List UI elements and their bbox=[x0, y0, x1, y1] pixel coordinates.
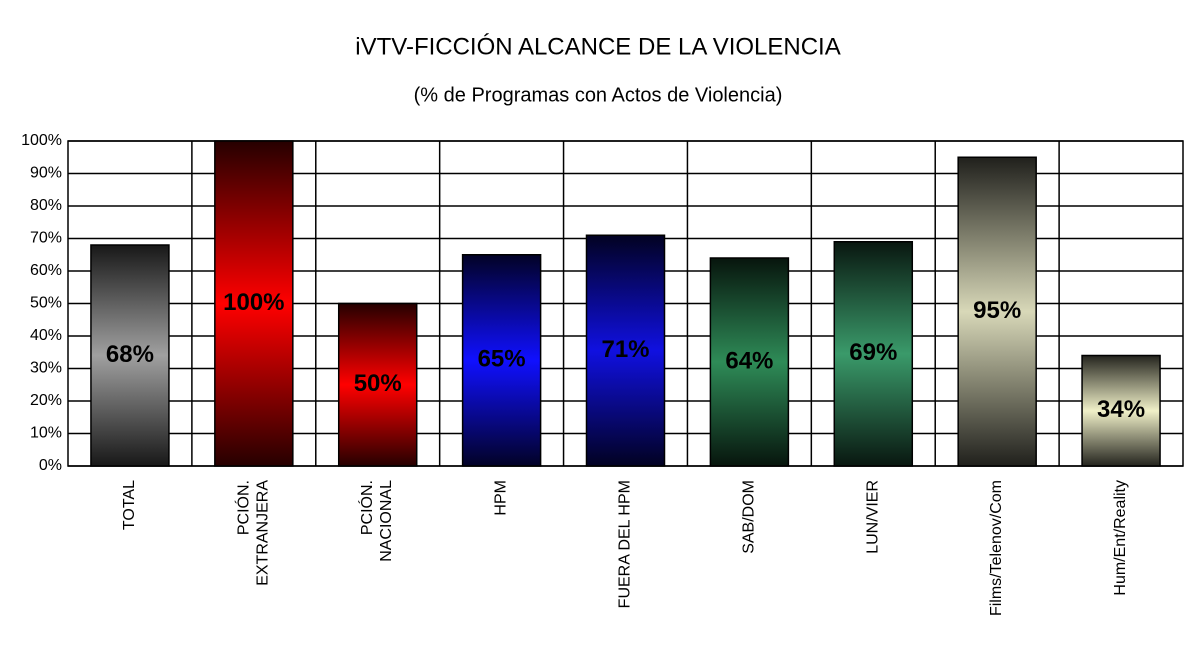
bar bbox=[337, 302, 418, 467]
y-tick-label: 40% bbox=[30, 327, 62, 344]
bar bbox=[833, 241, 914, 467]
data-label: 71% bbox=[601, 336, 649, 363]
x-tick-label: PCIÓN. EXTRANJERA bbox=[234, 480, 272, 586]
x-tick-label: SAB/DOM bbox=[741, 480, 758, 554]
x-tick-label: HPM bbox=[493, 480, 510, 516]
data-label: 95% bbox=[973, 297, 1021, 324]
x-tick-label: TOTAL bbox=[121, 480, 138, 530]
data-label: 34% bbox=[1097, 396, 1145, 423]
bar bbox=[957, 156, 1037, 467]
data-label: 68% bbox=[106, 341, 154, 368]
y-tick-label: 60% bbox=[30, 262, 62, 279]
chart-subtitle: (% de Programas con Actos de Violencia) bbox=[414, 84, 783, 106]
y-tick-label: 10% bbox=[30, 425, 62, 442]
data-label: 50% bbox=[354, 370, 402, 397]
y-tick-label: 90% bbox=[30, 165, 62, 182]
bar bbox=[90, 244, 170, 467]
data-label: 69% bbox=[849, 339, 897, 366]
bar bbox=[461, 254, 542, 467]
data-label: 100% bbox=[223, 289, 284, 316]
y-tick-label: 0% bbox=[39, 457, 62, 474]
data-label: 65% bbox=[478, 346, 526, 373]
bar bbox=[1081, 354, 1161, 467]
y-tick-label: 100% bbox=[21, 132, 62, 149]
x-tick-label: FUERA DEL HPM bbox=[617, 480, 634, 608]
x-tick-label: Hum/Ent/Reality bbox=[1112, 480, 1129, 596]
x-tick-label: LUN/VIER bbox=[864, 480, 881, 554]
bar bbox=[214, 140, 294, 467]
data-label: 64% bbox=[725, 347, 773, 374]
y-tick-label: 50% bbox=[30, 295, 62, 312]
y-tick-label: 80% bbox=[30, 197, 62, 214]
y-tick-label: 30% bbox=[30, 360, 62, 377]
x-tick-label: Films/Telenov/Com bbox=[988, 480, 1005, 616]
bar bbox=[709, 257, 790, 467]
x-tick-label: PCIÓN. NACIONAL bbox=[357, 480, 395, 562]
y-tick-label: 70% bbox=[30, 230, 62, 247]
chart-title: iVTV-FICCIÓN ALCANCE DE LA VIOLENCIA bbox=[355, 33, 840, 60]
y-tick-label: 20% bbox=[30, 392, 62, 409]
bar bbox=[585, 234, 666, 467]
